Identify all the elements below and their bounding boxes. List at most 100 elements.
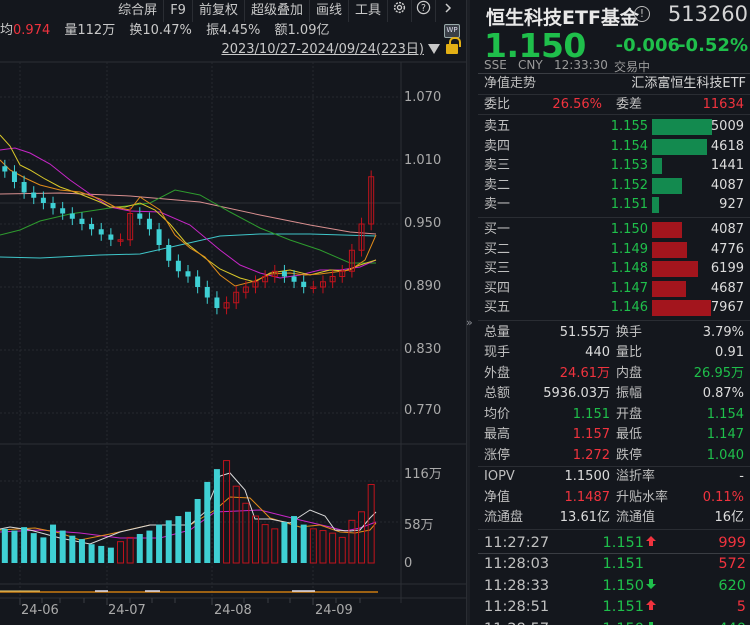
order-book-row[interactable]: 卖四 1.154 4618 [478, 137, 750, 157]
toolbar-composite-screen[interactable]: 综合屏 [112, 0, 165, 22]
panel-splitter[interactable] [466, 0, 470, 625]
stat-label: 流通值 [616, 510, 656, 526]
order-book-row[interactable]: 卖三 1.153 1441 [478, 156, 750, 176]
level-label: 买一 [484, 221, 511, 237]
order-book-row[interactable]: 买四 1.147 4687 [478, 279, 750, 299]
tick-volume: 5 [736, 599, 746, 616]
toolbar-draw-line[interactable]: 画线 [310, 0, 349, 22]
date-axis-label: 24-06 [21, 603, 59, 618]
stat-value: 16亿 [714, 510, 744, 526]
kline-canvas[interactable] [0, 60, 466, 605]
stat-label: 内盘 [616, 365, 643, 381]
stat-value: 0.11% [702, 489, 744, 505]
stat-value: 3.79% [702, 324, 744, 340]
stat-label: 开盘 [616, 406, 643, 422]
stat-row: 最高 1.157 最低 1.147 [478, 425, 750, 446]
stat-label: 升贴水率 [616, 489, 669, 505]
level-price: 1.154 [610, 138, 648, 154]
stat-label: 总额 [484, 386, 511, 402]
tick-volume: 440 [718, 619, 746, 625]
stat-value: 1.147 [706, 427, 744, 443]
expand-panel-icon[interactable]: » [466, 316, 473, 329]
unlock-icon[interactable] [446, 37, 461, 54]
last-price: 1.150 [484, 26, 586, 65]
price-axis-label: 0.770 [404, 403, 442, 418]
order-book-row[interactable]: 买一 1.150 4087 [478, 220, 750, 240]
quote-panel: 恒生科技ETF基金 ! 513260 1.150 -0.006 -0.52% S… [478, 0, 750, 625]
stat-label: 溢折率 [616, 469, 656, 485]
level-volume-bar [652, 241, 687, 258]
tick-time: 11:27:27 [484, 534, 550, 551]
tick-time: 11:28:51 [484, 599, 550, 616]
date-range-selector[interactable]: 2023/10/27-2024/09/24(223日) [221, 42, 424, 57]
price-axis-label: 1.070 [404, 90, 442, 105]
tick-volume: 572 [718, 556, 746, 573]
stock-name: 恒生科技ETF基金 [486, 7, 639, 29]
nav-trend-link[interactable]: 净值走势 [484, 76, 537, 91]
stat-label: 净值 [484, 489, 511, 505]
level-volume-bar [652, 300, 711, 317]
tick-volume: 620 [718, 577, 746, 594]
tick-volume: 999 [718, 534, 746, 551]
stat-row: 现手 440 量比 0.91 [478, 343, 750, 364]
dropdown-triangle-icon[interactable] [428, 44, 440, 54]
order-book-row[interactable]: 买三 1.148 6199 [478, 259, 750, 279]
kline-chart-panel[interactable]: 综合屏 F9 前复权 超级叠加 画线 工具 ? 均0.974 量112万 换10… [0, 0, 466, 625]
tick-row: 11:28:51 1.151 5 [478, 597, 750, 619]
chart-stats-line: 均0.974 量112万 换10.47% 振4.45% 额1.09亿 [0, 22, 339, 40]
chevron-right-icon[interactable] [436, 0, 460, 22]
stat-label: 涨停 [484, 447, 511, 463]
level-volume-bar [652, 197, 659, 214]
price-axis-label: 0.830 [404, 342, 442, 357]
order-book-row[interactable]: 买二 1.149 4776 [478, 240, 750, 260]
tick-row: 11:28:57 1.150 440 [478, 619, 750, 625]
date-axis-label: 24-08 [214, 603, 252, 618]
nav-trend-row[interactable]: 净值走势 汇添富恒生科技ETF [478, 74, 750, 95]
price-change: -0.006 [615, 35, 680, 56]
tick-price: 1.150 [596, 619, 644, 625]
price-change-percent: -0.52% [678, 35, 748, 56]
level-volume: 4087 [710, 177, 744, 193]
order-book-row[interactable]: 卖五 1.155 5009 [478, 117, 750, 137]
stat-label: 均价 [484, 406, 511, 422]
trading-status: 交易中 [614, 60, 651, 74]
stat-value: 51.55万 [559, 324, 610, 340]
stat-label: 现手 [484, 345, 511, 361]
order-book-row[interactable]: 买五 1.146 7967 [478, 298, 750, 318]
toolbar-f9[interactable]: F9 [164, 0, 193, 22]
stat-value: 5936.03万 [543, 386, 610, 402]
amount-stat: 额1.09亿 [274, 23, 330, 38]
level-label: 卖一 [484, 197, 511, 213]
committee-row: 委比 26.56% 委差 11634 [478, 95, 750, 115]
amplitude-stat: 振4.45% [206, 23, 261, 38]
volume-axis-label: 0 [404, 556, 413, 571]
level-label: 买五 [484, 300, 511, 316]
level-volume: 7967 [710, 300, 744, 316]
toolbar-tools[interactable]: 工具 [349, 0, 388, 22]
level-label: 卖五 [484, 119, 511, 134]
toolbar-forward-adjust[interactable]: 前复权 [193, 0, 245, 22]
wp-monitor-icon[interactable]: WP [444, 24, 460, 38]
level-volume: 4618 [710, 138, 744, 154]
order-book-row[interactable]: 卖一 1.151 927 [478, 195, 750, 215]
level-volume: 6199 [710, 261, 744, 277]
gear-icon[interactable] [388, 0, 412, 22]
volume-axis-label: 58万 [404, 518, 434, 533]
tick-time: 11:28:03 [484, 556, 550, 573]
info-icon[interactable]: ! [634, 6, 650, 22]
level-volume: 4087 [710, 221, 744, 237]
tick-price: 1.151 [602, 534, 644, 551]
stat-row: IOPV 1.1500 溢折率 - [478, 467, 750, 488]
help-icon[interactable]: ? [412, 0, 436, 22]
stat-row: 均价 1.151 开盘 1.154 [478, 405, 750, 426]
order-book-row[interactable]: 卖二 1.152 4087 [478, 176, 750, 196]
tick-list[interactable]: 11:27:27 1.151 999 11:28:03 1.151 572 11:2… [478, 530, 750, 625]
date-axis-label: 24-09 [315, 603, 353, 618]
stat-row: 涨停 1.272 跌停 1.040 [478, 446, 750, 467]
toolbar-super-overlay[interactable]: 超级叠加 [245, 0, 310, 22]
tick-time: 11:28:57 [484, 619, 549, 625]
tick-row: 11:27:27 1.151 999 [478, 533, 750, 555]
level-volume: 4687 [710, 280, 744, 296]
stat-label: 总量 [484, 324, 511, 340]
level-label: 卖二 [484, 177, 511, 193]
